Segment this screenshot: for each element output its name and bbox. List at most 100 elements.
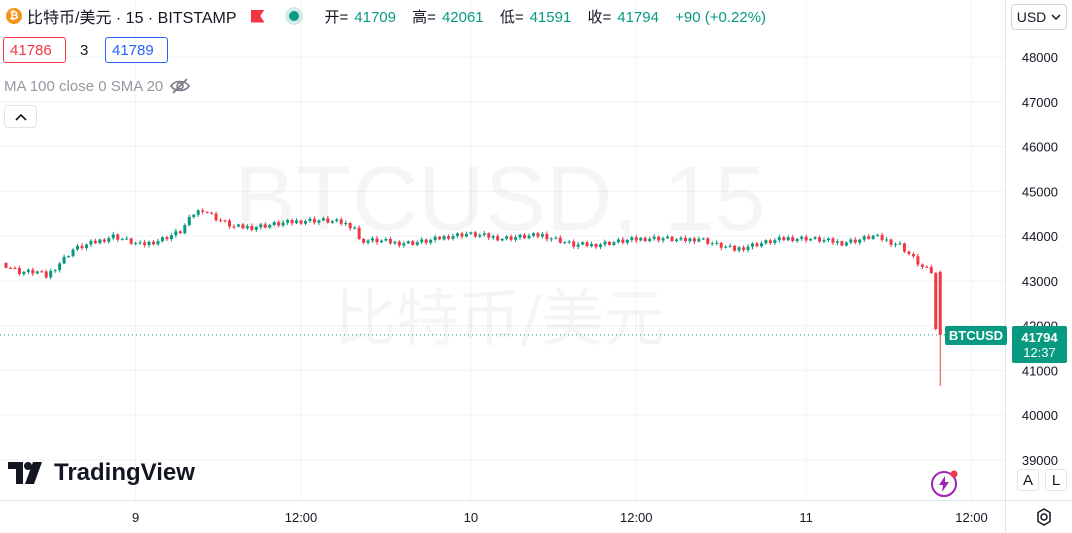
candle-body <box>835 241 839 243</box>
candle-body <box>572 241 576 247</box>
candle-body <box>902 243 906 252</box>
candle-body <box>321 218 325 221</box>
x-tick-label: 9 <box>132 510 139 525</box>
candle-body <box>397 241 401 246</box>
candle-body <box>335 219 339 221</box>
currency-select[interactable]: USD <box>1011 4 1067 30</box>
y-tick-label: 43000 <box>1022 274 1058 289</box>
candle-body <box>630 237 634 241</box>
candle-body <box>196 210 200 215</box>
candle-body <box>701 238 705 240</box>
candle-body <box>603 241 607 245</box>
candle-body <box>281 222 285 226</box>
candle-body <box>111 234 115 239</box>
candle-body <box>616 239 620 243</box>
bitcoin-icon: ₿ <box>6 8 22 24</box>
candle-body <box>920 264 924 267</box>
candle-body <box>138 242 142 244</box>
candle-body <box>460 233 464 237</box>
candle-body <box>728 245 732 247</box>
candle-body <box>357 227 361 239</box>
close-value: 41794 <box>617 8 659 26</box>
y-tick-label: 41000 <box>1022 363 1058 378</box>
candle-body <box>120 239 124 241</box>
candle-body <box>724 246 728 248</box>
candle-body <box>429 240 433 243</box>
candle-body <box>594 243 598 248</box>
bid-price-button[interactable]: 41786 <box>3 37 66 63</box>
market-status-dot[interactable] <box>288 11 299 21</box>
candle-body <box>634 237 638 241</box>
candle-body <box>679 237 683 240</box>
candle-body <box>312 218 316 223</box>
settings-gear-icon[interactable] <box>1034 507 1054 527</box>
candle-body <box>71 249 75 257</box>
indicator-label[interactable]: MA 100 close 0 SMA 20 <box>4 77 164 95</box>
candle-body <box>35 271 39 274</box>
symbol-title[interactable]: 比特币/美元 · 15 · BITSTAMP <box>27 10 237 27</box>
candle-body <box>929 266 933 273</box>
candle-body <box>491 236 495 238</box>
log-scale-button[interactable]: L <box>1045 469 1067 491</box>
flag-icon[interactable] <box>250 9 265 23</box>
candle-body <box>89 240 93 245</box>
candle-body <box>241 224 245 229</box>
candle-body <box>581 242 585 245</box>
candle-body <box>295 220 299 224</box>
candle-body <box>80 245 84 249</box>
candle-body <box>800 236 804 239</box>
candle-body <box>339 219 343 224</box>
candle-body <box>531 233 535 236</box>
lightning-icon[interactable] <box>930 470 958 498</box>
candle-body <box>58 263 62 271</box>
candle-body <box>786 237 790 241</box>
candle-body <box>894 244 898 246</box>
candle-body <box>706 238 710 244</box>
candle-body <box>853 239 857 243</box>
candle-body <box>268 224 272 228</box>
candle-body <box>420 239 424 243</box>
x-tick-label: 11 <box>799 510 813 525</box>
candle-body <box>93 240 97 244</box>
candle-body <box>938 271 942 335</box>
indicator-legend[interactable]: MA 100 close 0 SMA 20 <box>4 77 191 95</box>
candle-body <box>4 262 8 268</box>
candle-body <box>263 224 267 228</box>
candle-body <box>84 244 88 249</box>
candle-body <box>742 247 746 250</box>
currency-label: USD <box>1016 9 1047 25</box>
candle-body <box>867 236 871 239</box>
tradingview-logo[interactable]: TradingView <box>8 459 195 487</box>
candle-body <box>250 226 254 230</box>
candle-body <box>40 271 44 273</box>
candle-body <box>272 222 276 225</box>
candle-body <box>169 235 173 240</box>
candle-body <box>290 219 294 224</box>
candle-body <box>558 237 562 243</box>
candle-body <box>482 233 486 235</box>
candle-body <box>505 236 509 239</box>
candle-body <box>473 232 477 237</box>
candle-body <box>871 235 875 239</box>
candle-body <box>746 246 750 250</box>
auto-scale-button[interactable]: A <box>1017 469 1039 491</box>
candle-body <box>201 210 205 212</box>
candle-body <box>286 219 290 223</box>
candle-body <box>916 256 920 265</box>
bar-countdown: 12:37 <box>1023 344 1056 360</box>
open-value: 41709 <box>354 8 396 26</box>
candle-body <box>666 236 670 239</box>
low-label: 低= <box>499 8 524 26</box>
candle-body <box>826 238 830 241</box>
candle-body <box>384 238 388 241</box>
candle-body <box>411 241 415 245</box>
eye-off-icon[interactable] <box>169 77 191 95</box>
y-tick-label: 46000 <box>1022 140 1058 155</box>
symbol-header[interactable]: ₿ 比特币/美元 · 15 · BITSTAMP 开= 41709 高= 42061… <box>6 5 772 27</box>
candle-body <box>643 237 647 242</box>
ask-price-button[interactable]: 41789 <box>105 37 168 63</box>
candle-body <box>53 270 57 272</box>
candle-body <box>621 239 625 243</box>
collapse-legend-button[interactable] <box>4 105 37 128</box>
